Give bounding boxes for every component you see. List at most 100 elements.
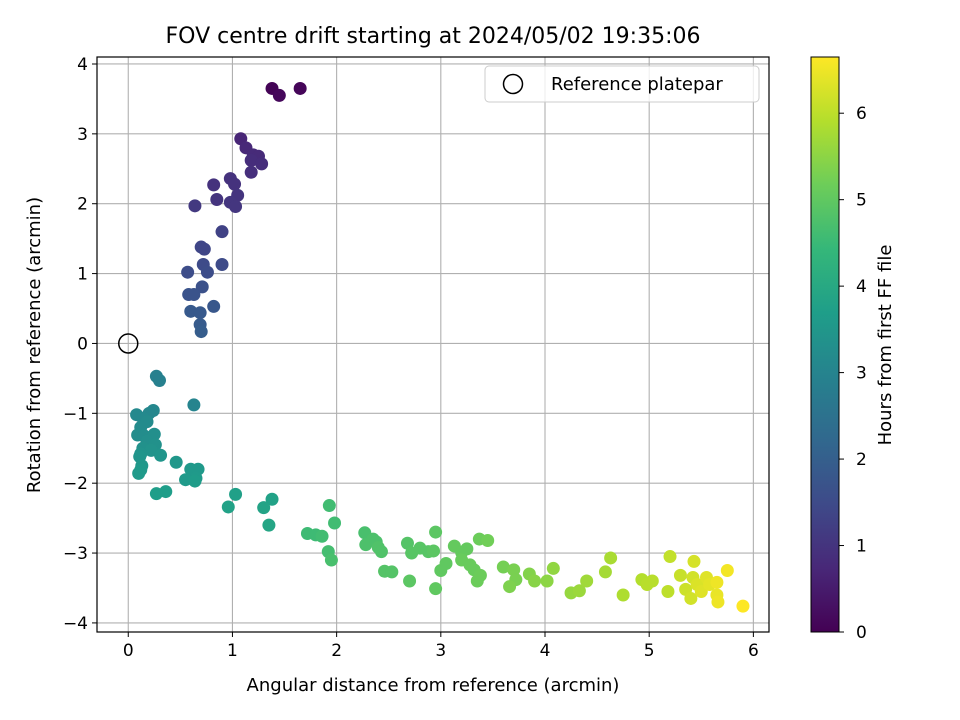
x-tick-label: 3 xyxy=(435,641,446,661)
data-point xyxy=(322,499,336,513)
legend-entry-label: Reference platepar xyxy=(551,74,723,95)
data-point xyxy=(244,165,258,179)
data-point xyxy=(132,466,146,480)
data-point xyxy=(221,500,235,514)
colorbar-tick-label: 5 xyxy=(856,191,867,211)
chart-title: FOV centre drift starting at 2024/05/02 … xyxy=(166,24,701,49)
colorbar: 0 1 2 3 4 5 6 Hours from first FF file xyxy=(810,56,896,643)
data-point xyxy=(439,557,453,571)
data-point xyxy=(187,398,201,412)
x-tick-label: 5 xyxy=(644,641,655,661)
data-point xyxy=(181,265,195,279)
data-point xyxy=(546,561,560,575)
data-point xyxy=(228,177,242,191)
x-axis-label: Angular distance from reference (arcmin) xyxy=(247,675,620,696)
data-point xyxy=(580,574,594,588)
data-point xyxy=(197,242,211,256)
data-point xyxy=(293,81,307,95)
colorbar-tick-label: 1 xyxy=(856,537,867,557)
data-point xyxy=(215,225,229,239)
data-point xyxy=(188,199,202,213)
reference-point xyxy=(118,333,139,354)
data-point xyxy=(684,591,698,605)
data-point xyxy=(207,178,221,192)
data-point xyxy=(385,565,399,579)
data-point xyxy=(528,574,542,588)
data-point xyxy=(374,545,388,559)
legend: Reference platepar xyxy=(484,65,760,103)
x-tick-label: 1 xyxy=(227,641,238,661)
x-tick-label: 0 xyxy=(123,641,134,661)
data-point xyxy=(272,88,286,102)
colorbar-label: Hours from first FF file xyxy=(875,245,896,446)
data-point xyxy=(207,299,221,313)
colorbar-tick-label: 0 xyxy=(856,623,867,643)
data-point xyxy=(244,153,258,167)
y-tick-label: −2 xyxy=(63,474,88,494)
colorbar-tick-label: 6 xyxy=(856,104,867,124)
data-point xyxy=(470,574,484,588)
x-tick-label: 2 xyxy=(331,641,342,661)
data-point xyxy=(215,258,229,272)
y-axis-label: Rotation from reference (arcmin) xyxy=(24,197,45,493)
y-tick-label: 2 xyxy=(77,195,88,215)
data-points xyxy=(130,81,750,613)
data-point xyxy=(262,518,276,532)
data-point xyxy=(154,448,168,462)
data-point xyxy=(572,584,586,598)
data-point xyxy=(188,474,202,488)
data-point xyxy=(736,599,750,613)
data-point xyxy=(257,501,271,515)
colorbar-tick-label: 3 xyxy=(856,364,867,384)
colorbar-gradient xyxy=(810,56,840,633)
data-point xyxy=(229,487,243,501)
data-point xyxy=(315,529,329,543)
data-point xyxy=(194,325,208,339)
data-point xyxy=(673,568,687,582)
data-point xyxy=(427,544,441,558)
data-point xyxy=(661,584,675,598)
data-point xyxy=(540,574,554,588)
data-point xyxy=(604,551,618,565)
colorbar-tick-label: 2 xyxy=(856,450,867,470)
y-tick-label: 0 xyxy=(77,334,88,354)
data-point xyxy=(616,588,630,602)
data-point xyxy=(193,306,207,320)
x-tick-label: 6 xyxy=(748,641,759,661)
x-tick-label: 4 xyxy=(540,641,551,661)
y-tick-label: 4 xyxy=(77,55,88,75)
data-point xyxy=(663,550,677,564)
data-point xyxy=(711,595,725,609)
data-point xyxy=(265,492,279,506)
data-point xyxy=(195,280,209,294)
y-tick-label: −3 xyxy=(63,544,88,564)
reference-marker xyxy=(118,333,139,354)
data-point xyxy=(403,574,417,588)
data-point xyxy=(255,157,269,171)
y-tick-label: 1 xyxy=(77,265,88,285)
data-point xyxy=(187,288,201,302)
data-point xyxy=(503,580,517,594)
data-point xyxy=(149,487,163,501)
data-point xyxy=(359,538,373,552)
data-point xyxy=(400,536,414,550)
data-point xyxy=(429,582,443,596)
data-point xyxy=(710,575,724,589)
data-point xyxy=(687,554,701,568)
legend-box xyxy=(484,65,760,103)
data-point xyxy=(720,564,734,578)
data-point xyxy=(460,542,474,556)
data-point xyxy=(229,200,243,214)
data-point xyxy=(200,265,214,279)
data-point xyxy=(507,563,521,577)
data-point xyxy=(481,533,495,547)
y-tick-label: −4 xyxy=(63,614,88,634)
y-axis-ticks: −4 −3 −2 −1 0 1 2 3 4 xyxy=(63,55,97,634)
x-axis-ticks: 0 1 2 3 4 5 6 xyxy=(123,632,759,661)
y-tick-label: 3 xyxy=(77,125,88,145)
y-tick-label: −1 xyxy=(63,404,88,424)
grid-lines xyxy=(97,57,769,632)
plot-frame xyxy=(96,56,770,633)
data-point xyxy=(324,553,338,567)
